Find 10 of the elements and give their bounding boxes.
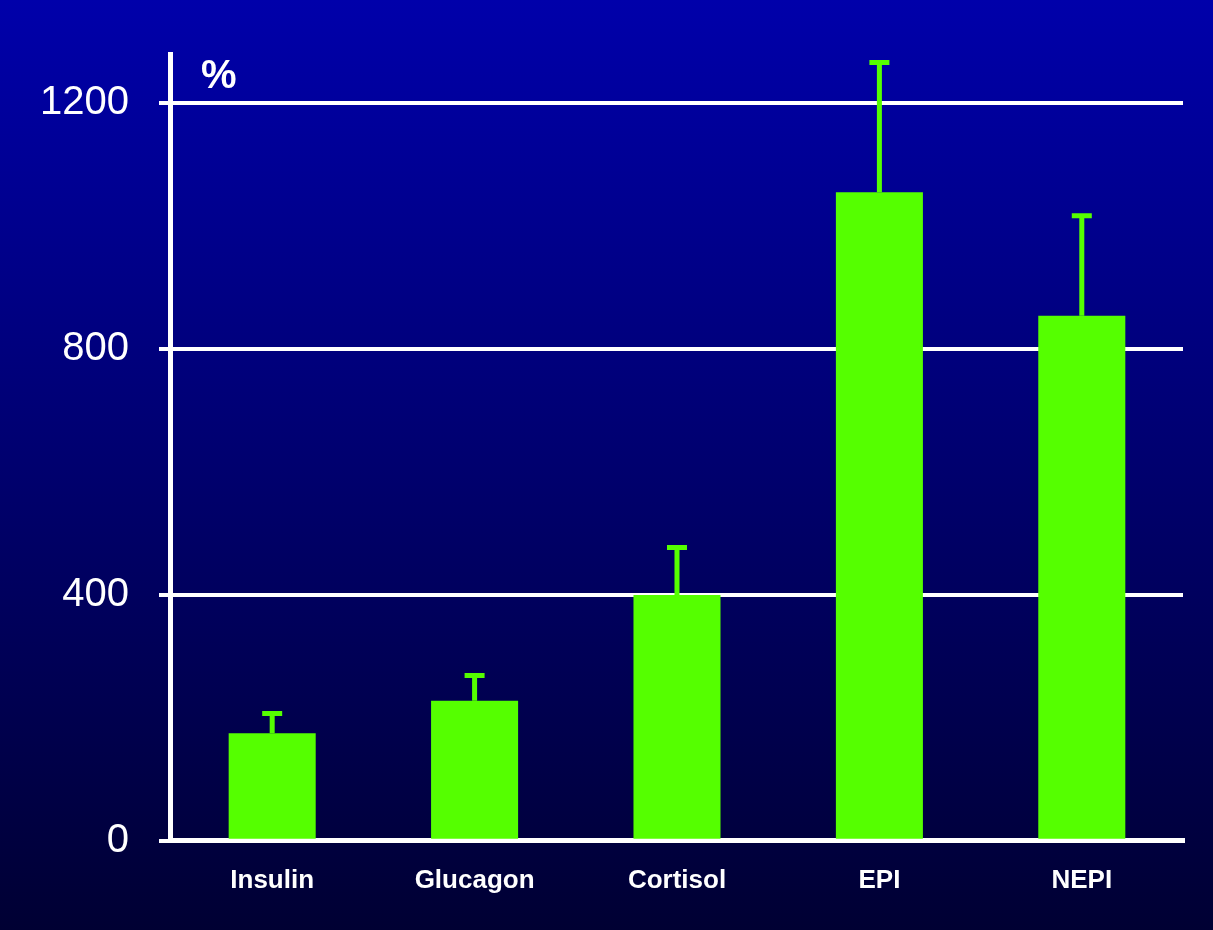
- y-tick-label: 0: [106, 815, 129, 860]
- x-tick-label: Glucagon: [414, 863, 535, 894]
- y-tick-label: 400: [62, 569, 129, 614]
- x-tick-label: Insulin: [230, 863, 315, 894]
- x-tick-label: NEPI: [1051, 863, 1113, 894]
- y-tick-label: 800: [62, 324, 129, 369]
- y-axis-title: %: [200, 52, 237, 97]
- y-tick-label: 1200: [40, 78, 129, 123]
- x-tick-label: EPI: [858, 863, 901, 894]
- x-tick-label: Cortisol: [627, 863, 727, 894]
